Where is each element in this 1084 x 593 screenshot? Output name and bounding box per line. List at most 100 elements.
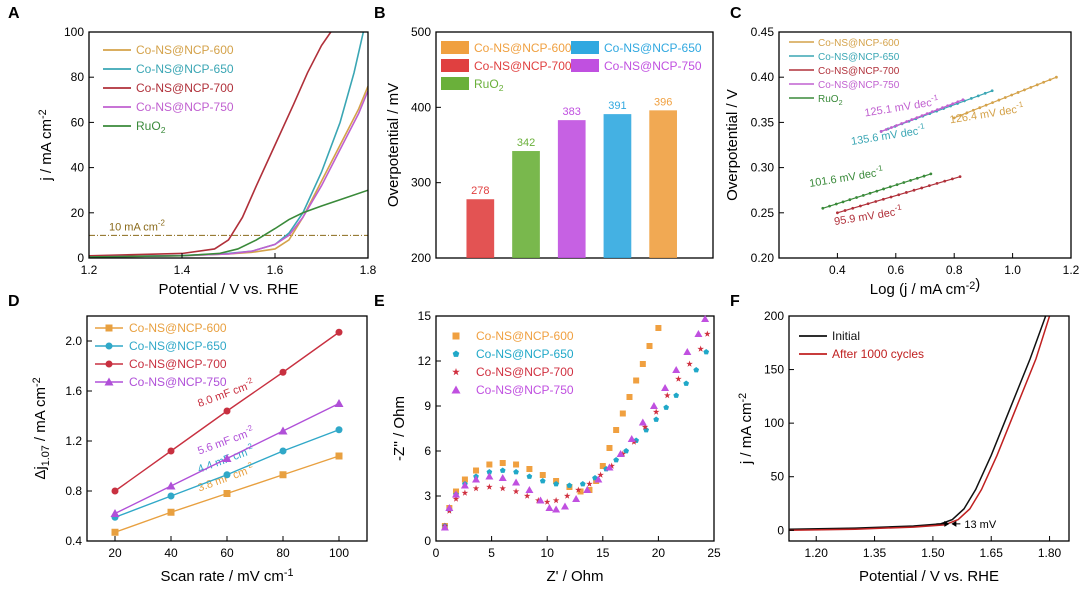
legend-swatch bbox=[441, 41, 469, 54]
x-tick-label: 20 bbox=[652, 546, 666, 560]
triangle-marker bbox=[460, 481, 469, 489]
triangle-marker bbox=[572, 495, 581, 502]
pentagon-marker bbox=[693, 367, 700, 373]
x-tick-label: 20 bbox=[108, 546, 122, 560]
x-tick-label: 0.4 bbox=[829, 263, 846, 277]
star-marker bbox=[461, 489, 469, 496]
plot-frame bbox=[778, 31, 1072, 259]
legend-label: Co-NS@NCP-650 bbox=[476, 347, 574, 361]
triangle-marker bbox=[672, 366, 681, 373]
star-marker bbox=[523, 492, 531, 499]
tafel-fit-line bbox=[822, 173, 932, 209]
triangle-marker bbox=[440, 523, 449, 531]
tafel-fit-line bbox=[880, 99, 964, 132]
triangle-marker bbox=[485, 472, 494, 480]
star-marker bbox=[697, 345, 704, 352]
circle-marker bbox=[105, 342, 113, 350]
x-axis-label: Potential / V vs. RHE bbox=[158, 281, 298, 298]
arrow-head bbox=[944, 520, 950, 527]
star-marker bbox=[686, 360, 693, 367]
legend-label: Co-NS@NCP-600 bbox=[476, 329, 574, 343]
legend-label: Co-NS@NCP-650 bbox=[129, 339, 227, 353]
x-axis-label: Z' / Ohm bbox=[546, 568, 603, 585]
star-marker bbox=[512, 488, 520, 495]
pentagon-marker bbox=[452, 350, 460, 357]
legend-label: Co-NS@NCP-700 bbox=[129, 357, 227, 371]
triangle-marker bbox=[583, 486, 592, 493]
triangle-marker bbox=[472, 475, 481, 483]
bar bbox=[466, 199, 495, 258]
bar bbox=[649, 110, 677, 258]
triangle-marker bbox=[638, 418, 647, 426]
legend-label: RuO2 bbox=[136, 119, 166, 135]
triangle-marker bbox=[166, 481, 176, 490]
legend-label: Initial bbox=[832, 329, 860, 343]
star-marker bbox=[486, 483, 493, 490]
triangle-marker bbox=[104, 377, 114, 386]
y-tick-label: 9 bbox=[424, 399, 431, 413]
panel-f: F 1.20 1.35 1.50 1.65 1.80 0 50 100 150 200 13 mV In… bbox=[730, 293, 1070, 585]
panel-c: C 0.4 0.6 0.8 1.0 1.2 0.20 0.25 0.30 0.35 0.40 0.45… bbox=[724, 5, 1080, 298]
star-marker bbox=[535, 497, 542, 504]
pentagon-marker bbox=[673, 392, 680, 398]
pentagon-marker bbox=[683, 380, 690, 386]
legend-label: Co-NS@NCP-600 bbox=[818, 38, 900, 49]
star-marker bbox=[452, 367, 460, 376]
y-tick-label: 15 bbox=[418, 309, 432, 323]
square-marker bbox=[223, 490, 231, 497]
circle-marker bbox=[335, 426, 343, 434]
y-tick-label: 80 bbox=[71, 70, 85, 84]
star-marker bbox=[543, 498, 551, 505]
y-tick-label: 0.8 bbox=[65, 484, 82, 498]
star-marker bbox=[563, 492, 571, 499]
pentagon-marker bbox=[513, 469, 519, 475]
x-tick-label: 1.8 bbox=[360, 263, 377, 277]
triangle-marker bbox=[661, 384, 670, 391]
y-tick-label: 60 bbox=[71, 115, 85, 129]
star-marker bbox=[597, 471, 604, 478]
legend-swatch bbox=[571, 59, 599, 72]
square-marker bbox=[111, 528, 119, 536]
square-marker bbox=[335, 452, 343, 460]
bar bbox=[512, 151, 540, 258]
x-axis-label: Potential / V vs. RHE bbox=[859, 568, 999, 585]
x-tick-label: 0 bbox=[433, 546, 440, 560]
triangle-marker bbox=[605, 463, 614, 471]
y-tick-label: 300 bbox=[411, 176, 431, 190]
series-line bbox=[89, 189, 368, 258]
slope-label: 101.6 mV dec-1 bbox=[808, 163, 885, 190]
x-tick-label: 0.8 bbox=[946, 263, 963, 277]
y-tick-label: 150 bbox=[764, 363, 784, 377]
x-tick-label: 80 bbox=[276, 546, 290, 560]
square-marker bbox=[167, 508, 175, 516]
star-marker bbox=[575, 486, 582, 493]
pentagon-marker bbox=[623, 448, 630, 454]
star-marker bbox=[499, 485, 507, 492]
square-marker bbox=[619, 410, 626, 417]
x-tick-label: 1.6 bbox=[267, 263, 284, 277]
legend-label: RuO2 bbox=[818, 94, 843, 107]
y-tick-label: 0.35 bbox=[751, 115, 775, 129]
panel-b: B 200 300 400 500 278 342 383 391 396 Co-NS@NCP-60… bbox=[374, 5, 714, 265]
triangle-marker bbox=[616, 450, 625, 457]
square-marker bbox=[499, 460, 506, 466]
square-marker bbox=[539, 472, 546, 478]
x-tick-label: 1.50 bbox=[921, 546, 945, 560]
panel-label: C bbox=[730, 5, 742, 22]
triangle-marker bbox=[627, 435, 636, 442]
legend-swatch bbox=[571, 41, 599, 54]
legend-label: Co-NS@NCP-750 bbox=[129, 375, 227, 389]
legend-label: Co-NS@NCP-600 bbox=[129, 321, 227, 335]
triangle-marker bbox=[222, 454, 232, 462]
triangle-marker bbox=[649, 402, 658, 409]
x-tick-label: 10 bbox=[541, 546, 555, 560]
panel-label: A bbox=[8, 5, 20, 22]
arrow-head bbox=[951, 520, 957, 527]
pentagon-marker bbox=[663, 404, 670, 410]
x-tick-label: 25 bbox=[707, 546, 721, 560]
legend-label: Co-NS@NCP-700 bbox=[136, 81, 234, 95]
panel-label: D bbox=[8, 293, 20, 310]
y-tick-label: 6 bbox=[424, 444, 431, 458]
legend-label: Co-NS@NCP-750 bbox=[136, 100, 234, 114]
